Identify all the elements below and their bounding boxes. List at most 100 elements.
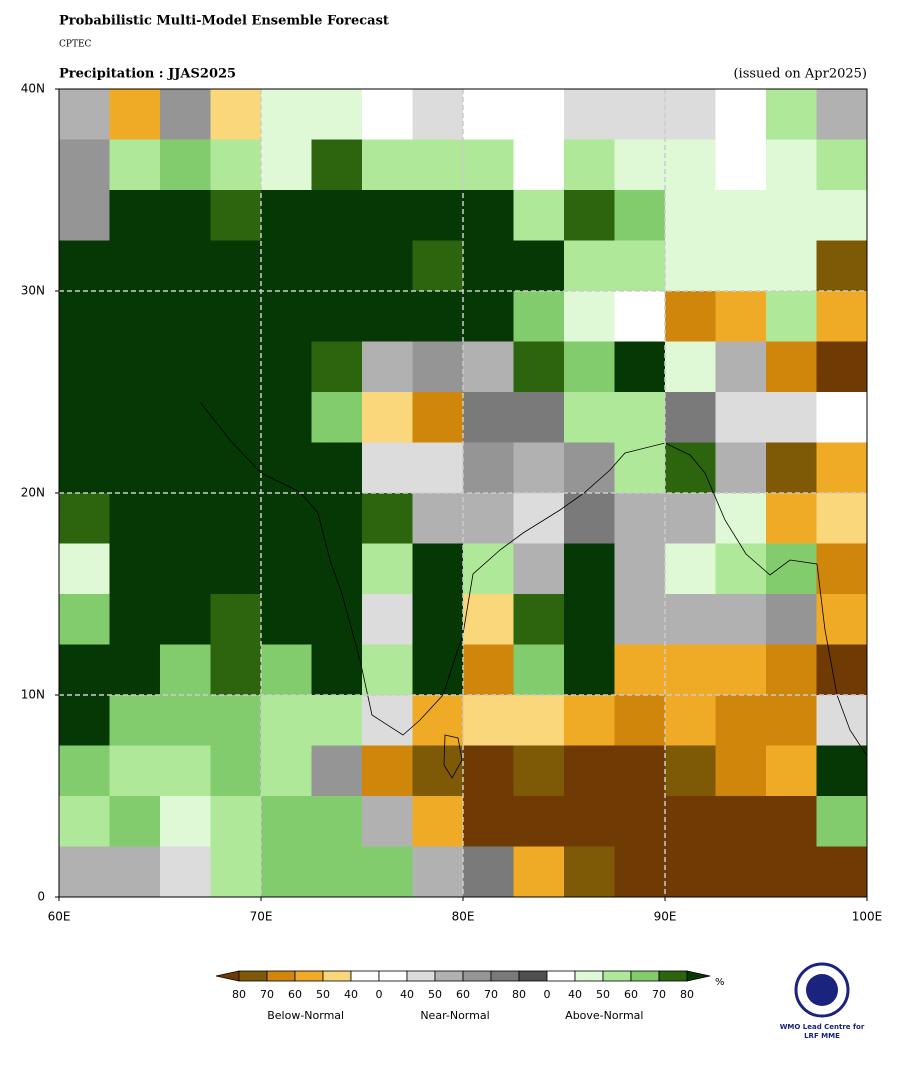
cell — [210, 89, 262, 140]
cell — [210, 442, 262, 494]
cell — [59, 341, 110, 393]
cell — [261, 240, 312, 292]
cell — [614, 745, 666, 797]
cell — [463, 392, 514, 443]
cell — [665, 139, 716, 191]
cell — [614, 341, 666, 393]
cell — [816, 139, 868, 191]
colorbar-box — [294, 970, 324, 982]
cell — [362, 543, 413, 595]
cell — [766, 695, 817, 746]
cell — [564, 89, 615, 140]
cell — [463, 644, 514, 696]
cell — [614, 644, 666, 696]
cell — [614, 240, 666, 292]
cell — [564, 846, 615, 898]
cell — [412, 190, 464, 241]
cell — [816, 190, 868, 241]
cell — [564, 341, 615, 393]
cell — [513, 442, 565, 494]
cell — [463, 291, 514, 342]
cell — [816, 594, 868, 645]
y-tick-label: 10N — [21, 688, 45, 702]
cell — [614, 594, 666, 645]
colorbar-tick-label: 40 — [568, 988, 582, 1001]
x-tick-label: 70E — [250, 910, 273, 924]
cell — [564, 442, 615, 494]
colorbar-box — [238, 970, 268, 982]
colorbar-box — [350, 970, 380, 982]
subtitle: CPTEC — [59, 40, 92, 50]
cell — [311, 745, 363, 797]
cell — [614, 493, 666, 544]
cell — [311, 695, 363, 746]
cell — [160, 341, 211, 393]
colorbar-box — [518, 970, 548, 982]
cell — [261, 493, 312, 544]
cell — [59, 594, 110, 645]
y-tick-label: 20N — [21, 486, 45, 500]
cell — [362, 89, 413, 140]
cell — [513, 139, 565, 191]
cell — [665, 594, 716, 645]
cell — [715, 240, 767, 292]
cell — [564, 745, 615, 797]
cell — [766, 594, 817, 645]
cell — [816, 240, 868, 292]
cell — [513, 190, 565, 241]
cell — [362, 796, 413, 847]
cell — [463, 846, 514, 898]
cell — [160, 594, 211, 645]
cell — [715, 846, 767, 898]
cell — [766, 644, 817, 696]
cell — [160, 190, 211, 241]
colorbar-tick-label: 40 — [400, 988, 414, 1001]
cell — [362, 341, 413, 393]
cell — [513, 291, 565, 342]
cell — [715, 392, 767, 443]
colorbar-extend — [686, 970, 711, 982]
cell — [513, 796, 565, 847]
cell — [210, 695, 262, 746]
cell — [109, 341, 161, 393]
logo-text: WMO Lead Centre for — [780, 1023, 865, 1031]
cell — [816, 442, 868, 494]
cell — [766, 341, 817, 393]
cell — [766, 745, 817, 797]
cell — [362, 392, 413, 443]
cell — [463, 745, 514, 797]
colorbar-tick-label: 60 — [456, 988, 470, 1001]
y-tick-label: 0 — [37, 890, 45, 904]
cell — [463, 89, 514, 140]
cell — [463, 442, 514, 494]
cell — [513, 392, 565, 443]
colorbar-box — [378, 970, 408, 982]
cell — [109, 846, 161, 898]
cell — [665, 543, 716, 595]
colorbar-tick-label: 80 — [232, 988, 246, 1001]
colorbar-box — [574, 970, 604, 982]
colorbar-tick-label: 70 — [484, 988, 498, 1001]
cell — [766, 139, 817, 191]
cell — [564, 796, 615, 847]
cell — [715, 190, 767, 241]
cell — [109, 392, 161, 443]
cell — [564, 139, 615, 191]
cell — [463, 493, 514, 544]
cell — [816, 695, 868, 746]
colorbar-box — [490, 970, 520, 982]
cells — [59, 89, 868, 898]
cell — [109, 695, 161, 746]
cell — [614, 846, 666, 898]
x-tick-label: 60E — [48, 910, 71, 924]
cell — [463, 695, 514, 746]
cell — [59, 89, 110, 140]
cell — [109, 493, 161, 544]
cell — [311, 493, 363, 544]
cell — [160, 392, 211, 443]
cell — [766, 190, 817, 241]
cell — [311, 846, 363, 898]
cell — [261, 695, 312, 746]
cell — [311, 291, 363, 342]
cell — [513, 543, 565, 595]
